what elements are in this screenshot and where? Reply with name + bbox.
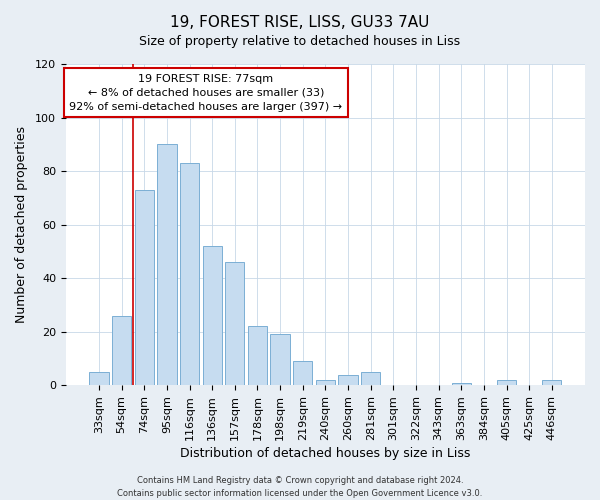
Bar	[180, 163, 199, 386]
Text: Contains HM Land Registry data © Crown copyright and database right 2024.
Contai: Contains HM Land Registry data © Crown c…	[118, 476, 482, 498]
Bar	[361, 372, 380, 386]
Bar	[89, 372, 109, 386]
Text: Size of property relative to detached houses in Liss: Size of property relative to detached ho…	[139, 35, 461, 48]
X-axis label: Distribution of detached houses by size in Liss: Distribution of detached houses by size …	[180, 447, 470, 460]
Bar	[134, 190, 154, 386]
Bar	[497, 380, 516, 386]
Bar	[203, 246, 222, 386]
Text: 19, FOREST RISE, LISS, GU33 7AU: 19, FOREST RISE, LISS, GU33 7AU	[170, 15, 430, 30]
Y-axis label: Number of detached properties: Number of detached properties	[15, 126, 28, 323]
Bar	[542, 380, 562, 386]
Bar	[271, 334, 290, 386]
Bar	[452, 382, 471, 386]
Bar	[112, 316, 131, 386]
Bar	[316, 380, 335, 386]
Bar	[293, 361, 313, 386]
Bar	[157, 144, 176, 386]
Bar	[225, 262, 244, 386]
Text: 19 FOREST RISE: 77sqm
← 8% of detached houses are smaller (33)
92% of semi-detac: 19 FOREST RISE: 77sqm ← 8% of detached h…	[70, 74, 343, 112]
Bar	[338, 374, 358, 386]
Bar	[248, 326, 267, 386]
